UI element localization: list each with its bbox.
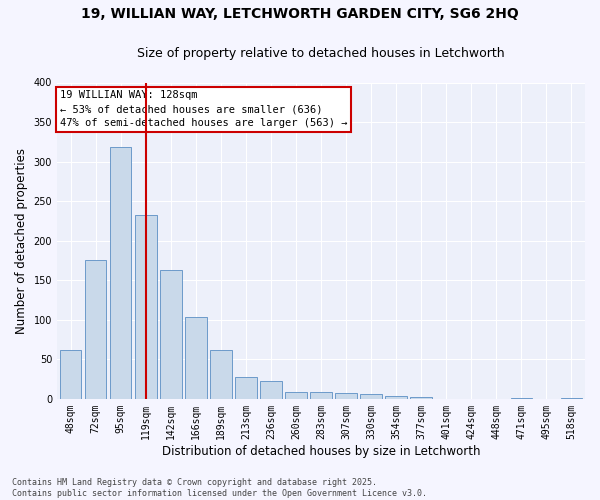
Bar bbox=[361, 394, 382, 399]
Title: Size of property relative to detached houses in Letchworth: Size of property relative to detached ho… bbox=[137, 48, 505, 60]
Bar bbox=[135, 216, 157, 399]
Bar bbox=[235, 378, 257, 399]
Bar bbox=[511, 398, 532, 399]
Bar bbox=[286, 392, 307, 399]
Y-axis label: Number of detached properties: Number of detached properties bbox=[15, 148, 28, 334]
Bar bbox=[335, 394, 356, 399]
Bar bbox=[60, 350, 82, 399]
Bar bbox=[410, 398, 432, 399]
X-axis label: Distribution of detached houses by size in Letchworth: Distribution of detached houses by size … bbox=[162, 444, 480, 458]
Bar bbox=[110, 148, 131, 399]
Bar bbox=[260, 380, 281, 399]
Bar bbox=[85, 260, 106, 399]
Bar bbox=[160, 270, 182, 399]
Bar bbox=[385, 396, 407, 399]
Bar bbox=[560, 398, 582, 399]
Text: 19, WILLIAN WAY, LETCHWORTH GARDEN CITY, SG6 2HQ: 19, WILLIAN WAY, LETCHWORTH GARDEN CITY,… bbox=[81, 8, 519, 22]
Bar bbox=[185, 316, 206, 399]
Bar bbox=[310, 392, 332, 399]
Text: 19 WILLIAN WAY: 128sqm
← 53% of detached houses are smaller (636)
47% of semi-de: 19 WILLIAN WAY: 128sqm ← 53% of detached… bbox=[59, 90, 347, 128]
Text: Contains HM Land Registry data © Crown copyright and database right 2025.
Contai: Contains HM Land Registry data © Crown c… bbox=[12, 478, 427, 498]
Bar bbox=[210, 350, 232, 399]
